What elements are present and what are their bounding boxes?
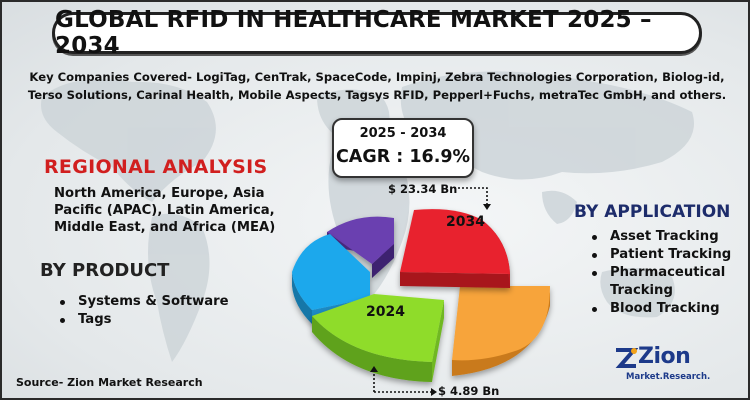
value-2034: $ 23.34 Bn — [388, 182, 458, 196]
product-item-label: Tags — [78, 312, 112, 327]
product-item-label: Systems & Software — [78, 294, 229, 309]
application-item-label: Pharmaceutical Tracking — [610, 265, 726, 298]
application-list: Asset Tracking Patient Tracking Pharmace… — [590, 228, 740, 318]
by-application-heading: BY APPLICATION — [574, 202, 731, 222]
pie-slice-red — [400, 209, 510, 288]
by-product-heading: BY PRODUCT — [40, 260, 170, 281]
cagr-value: CAGR : 16.9% — [335, 147, 471, 167]
arrow-down-icon — [483, 204, 491, 210]
list-item: Pharmaceutical Tracking — [590, 264, 740, 300]
product-list: Systems & Software Tags — [58, 293, 229, 329]
arrow-right-icon — [431, 388, 437, 396]
logo-subtitle: Market.Research. — [626, 372, 711, 382]
pie-slice-purple — [327, 216, 394, 278]
source-text: Source- Zion Market Research — [16, 376, 203, 389]
list-item: Patient Tracking — [590, 246, 740, 264]
bullet-icon — [60, 300, 65, 305]
list-item: Systems & Software — [58, 293, 229, 311]
regional-analysis-heading: REGIONAL ANALYSIS — [44, 156, 268, 178]
cagr-period: 2025 - 2034 — [359, 126, 447, 141]
companies-line-2: Terso Solutions, Carinal Health, Mobile … — [27, 88, 727, 102]
bullet-icon — [60, 318, 65, 323]
pie-label-2024: 2024 — [366, 304, 405, 320]
bullet-icon — [592, 271, 597, 276]
application-item-label: Blood Tracking — [610, 301, 720, 316]
bullet-icon — [592, 235, 597, 240]
arrow-up-icon — [370, 366, 378, 372]
bullet-icon — [592, 253, 597, 258]
zion-logo-icon — [615, 348, 638, 368]
value-2024: $ 4.89 Bn — [438, 384, 500, 398]
leader-line-top — [454, 187, 488, 208]
pie-slice-green — [312, 294, 444, 382]
application-item-label: Patient Tracking — [610, 247, 732, 262]
cagr-box: 2025 - 2034 CAGR : 16.9% — [332, 118, 474, 178]
regional-analysis-text: North America, Europe, Asia Pacific (APA… — [54, 186, 276, 235]
bullet-icon — [592, 307, 597, 312]
list-item: Tags — [58, 311, 229, 329]
companies-line-1: Key Companies Covered- LogiTag, CenTrak,… — [29, 70, 725, 84]
zion-logo: Zion Market.Research. — [614, 344, 710, 394]
application-item-label: Asset Tracking — [610, 229, 719, 244]
pie-slice-orange — [452, 286, 550, 376]
pie-label-2034: 2034 — [446, 214, 485, 230]
list-item: Asset Tracking — [590, 228, 740, 246]
list-item: Blood Tracking — [590, 300, 740, 318]
pie-graphic: 2034 2024 — [292, 187, 550, 396]
logo-name: Zion — [638, 344, 691, 369]
page-title: GLOBAL RFID IN HEALTHCARE MARKET 2025 – … — [52, 7, 702, 59]
key-companies-text: Key Companies Covered- LogiTag, CenTrak,… — [2, 68, 748, 104]
